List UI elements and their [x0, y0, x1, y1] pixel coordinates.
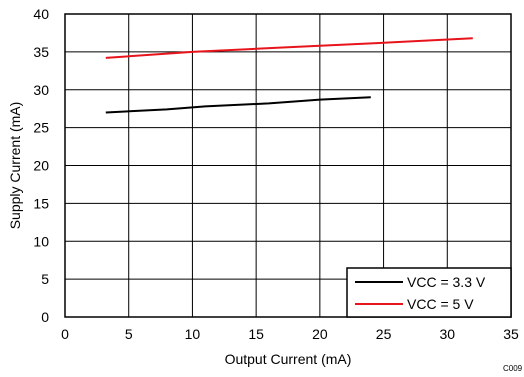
x-tick-label: 20 [312, 326, 328, 342]
y-tick-label: 30 [33, 82, 49, 98]
legend-label: VCC = 5 V [407, 296, 474, 312]
series-lines [105, 37, 473, 114]
legend-label: VCC = 3.3 V [407, 274, 486, 290]
series-line-2 [105, 37, 473, 59]
y-tick-label: 5 [41, 271, 49, 287]
y-tick-label: 20 [33, 158, 49, 174]
y-tick-label: 35 [33, 44, 49, 60]
x-tick-label: 35 [503, 326, 519, 342]
y-tick-label: 10 [33, 233, 49, 249]
x-tick-label: 15 [248, 326, 264, 342]
x-tick-label: 5 [125, 326, 133, 342]
plot-frame [64, 13, 512, 318]
y-tick-label: 40 [33, 6, 49, 22]
x-axis-title: Output Current (mA) [225, 351, 352, 367]
y-tick-label: 0 [41, 309, 49, 325]
y-tick-label: 15 [33, 195, 49, 211]
x-tick-label: 10 [185, 326, 201, 342]
series-line-1 [105, 96, 371, 114]
y-tick-label: 25 [33, 120, 49, 136]
legend: VCC = 3.3 V VCC = 5 V [346, 267, 512, 318]
x-tick-label: 30 [439, 326, 455, 342]
legend-box [346, 267, 512, 318]
y-tick-labels: 0 5 10 15 20 25 30 35 40 [33, 6, 49, 325]
x-tick-labels: 0 5 10 15 20 25 30 35 [61, 326, 519, 342]
y-axis-title: Supply Current (mA) [7, 102, 23, 230]
figure-code: C009 [503, 364, 523, 373]
x-tick-label: 0 [61, 326, 69, 342]
x-tick-label: 25 [376, 326, 392, 342]
